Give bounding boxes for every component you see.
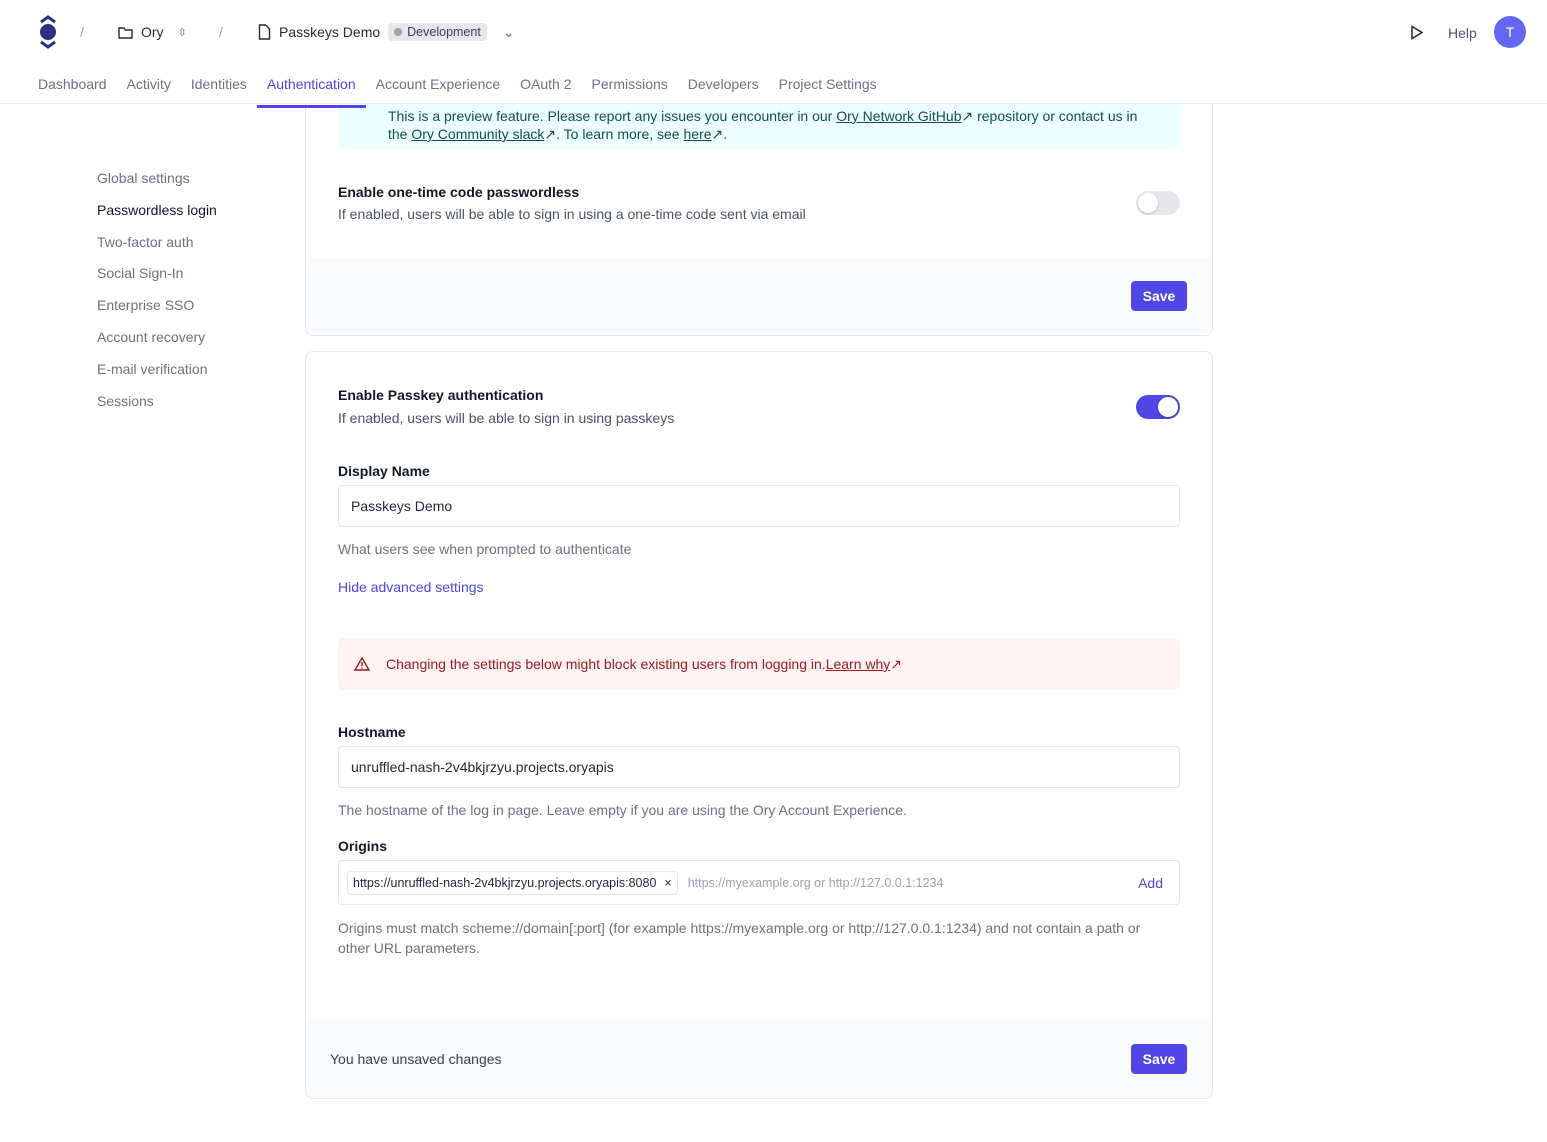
sidebar-item-account-recovery[interactable]: Account recovery (97, 328, 206, 345)
banner-text: repository or contact us in (973, 108, 1138, 124)
chevron-up-down-icon: ⇳ (177, 26, 187, 39)
tab-authentication[interactable]: Authentication (256, 72, 366, 108)
learn-why-link[interactable]: Learn why (825, 656, 891, 672)
external-link-icon: ↗ (890, 655, 903, 672)
org-selector[interactable]: Ory ⇳ (118, 24, 187, 40)
warning-alert: Changing the settings below might block … (338, 638, 1180, 690)
display-name-input[interactable]: Passkeys Demo (338, 485, 1180, 527)
sidebar-item-social-sign-in[interactable]: Social Sign-In (97, 265, 184, 282)
origins-help: Origins must match scheme://domain[:port… (338, 920, 1141, 956)
breadcrumb-separator: / (219, 24, 223, 40)
card-footer: You have unsaved changes Save (306, 1020, 1212, 1098)
sidebar-item-global-settings[interactable]: Global settings (97, 170, 190, 186)
ory-logo[interactable] (37, 15, 59, 49)
main-tabs: Dashboard Activity Identities Authentica… (28, 72, 887, 108)
sidebar-item-enterprise-sso[interactable]: Enterprise SSO (97, 297, 195, 314)
remove-origin-icon[interactable]: × (664, 875, 672, 890)
top-header: / Ory ⇳ / Passkeys Demo Development ⌄ He… (0, 0, 1547, 108)
play-icon[interactable] (1410, 25, 1424, 40)
tab-developers[interactable]: Developers (687, 76, 759, 92)
environment-badge: Development (388, 23, 487, 41)
tab-identities[interactable]: Identities (190, 76, 247, 92)
folder-icon (118, 26, 133, 39)
project-selector[interactable]: Passkeys Demo Development ⌄ (258, 23, 515, 41)
otp-description: If enabled, users will be able to sign i… (338, 206, 806, 222)
hide-advanced-settings-link[interactable]: Hide advanced settings (338, 579, 484, 595)
passkey-toggle[interactable] (1136, 395, 1180, 419)
breadcrumb-separator: / (80, 24, 84, 40)
help-link[interactable]: Help (1448, 25, 1477, 41)
tab-oauth2[interactable]: OAuth 2 (520, 76, 572, 92)
chevron-down-icon: ⌄ (502, 23, 515, 40)
tab-activity[interactable]: Activity (126, 76, 171, 92)
hostname-input[interactable]: unruffled-nash-2v4bkjrzyu.projects.oryap… (338, 746, 1180, 788)
tab-dashboard[interactable]: Dashboard (38, 76, 107, 92)
save-button[interactable]: Save (1131, 1044, 1187, 1074)
tab-account-experience[interactable]: Account Experience (375, 76, 501, 92)
github-link[interactable]: Ory Network GitHub (836, 108, 962, 124)
here-link[interactable]: here (683, 126, 712, 142)
unsaved-changes-text: You have unsaved changes (330, 1051, 502, 1067)
project-name: Passkeys Demo (279, 24, 381, 40)
display-name-label: Display Name (338, 463, 430, 479)
otp-title: Enable one-time code passwordless (338, 184, 580, 200)
tab-project-settings[interactable]: Project Settings (778, 76, 877, 92)
hostname-help: The hostname of the log in page. Leave e… (338, 802, 907, 818)
passkey-title: Enable Passkey authentication (338, 387, 544, 403)
avatar[interactable]: T (1494, 16, 1526, 48)
save-button[interactable]: Save (1131, 281, 1187, 311)
slack-link[interactable]: Ory Community slack (411, 126, 545, 142)
org-name: Ory (141, 24, 164, 40)
add-origin-button[interactable]: Add (1138, 874, 1163, 891)
sidebar: Global settings Passwordless login Two-f… (97, 170, 217, 424)
origin-chip: https://unruffled-nash-2v4bkjrzyu.projec… (347, 870, 678, 895)
sidebar-item-sessions[interactable]: Sessions (97, 392, 154, 409)
sidebar-item-passwordless-login[interactable]: Passwordless login (97, 201, 217, 218)
display-name-help: What users see when prompted to authenti… (338, 541, 632, 557)
hostname-label: Hostname (338, 724, 406, 740)
tab-permissions[interactable]: Permissions (591, 76, 668, 92)
passkey-card: Enable Passkey authentication If enabled… (305, 351, 1213, 1099)
card-footer: Save (306, 257, 1212, 335)
origin-placeholder[interactable]: https://myexample.org or http://127.0.0.… (687, 875, 944, 890)
origins-input[interactable]: https://unruffled-nash-2v4bkjrzyu.projec… (338, 860, 1180, 905)
origins-label: Origins (338, 838, 388, 854)
sidebar-item-two-factor-auth[interactable]: Two-factor auth (97, 233, 194, 250)
warning-icon (354, 657, 370, 671)
sidebar-item-email-verification[interactable]: E-mail verification (97, 360, 208, 377)
file-icon (258, 24, 271, 40)
banner-text: This is a preview feature. Please report… (388, 108, 837, 124)
otp-toggle[interactable] (1136, 191, 1180, 215)
passkey-description: If enabled, users will be able to sign i… (338, 410, 675, 426)
